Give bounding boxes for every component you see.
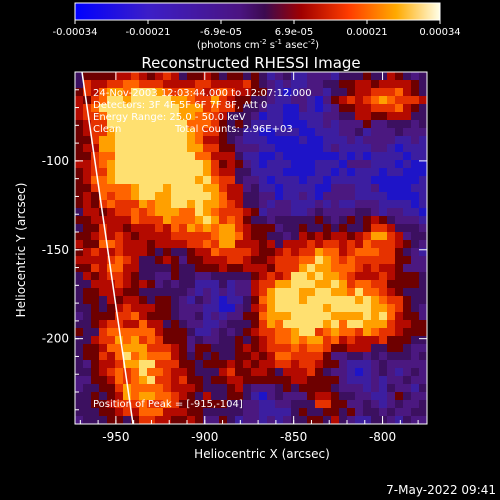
annotation-method: Clean xyxy=(93,124,121,135)
x-axis-label: Heliocentric X (arcsec) xyxy=(194,447,330,461)
axes: -950 -900 -850 -800 -100 -150 -200 xyxy=(42,72,427,444)
footer-date: 7-May-2022 09:41 xyxy=(386,483,496,497)
colorbar-units: (photons cm-2 s-1 asec-2) xyxy=(197,38,319,51)
annotations: 24-Nov-2003 12:03:44.000 to 12:07:12.000… xyxy=(93,88,312,410)
y-tick-label: -100 xyxy=(42,154,69,168)
plot-frame xyxy=(74,71,428,425)
colorbar-tick-label: -0.00034 xyxy=(53,27,98,38)
colorbar-tick-label: 0.00021 xyxy=(346,27,387,38)
annotation-energy: Energy Range: 25.0 - 50.0 keV xyxy=(93,112,246,123)
colorbar-tick-label: 6.9e-05 xyxy=(275,27,313,38)
y-tick-label: -150 xyxy=(42,243,69,257)
annotation-counts: Total Counts: 2.96E+03 xyxy=(174,124,293,135)
plot-title: Reconstructed RHESSI Image xyxy=(141,54,360,72)
image-pixels xyxy=(75,72,427,424)
colorbar-gradient xyxy=(74,2,441,21)
y-axis-label: Heliocentric Y (arcsec) xyxy=(14,183,28,318)
image-area xyxy=(75,72,427,424)
x-tick-label: -900 xyxy=(191,430,218,444)
annotation-peak: Position of Peak = [-915,-104] xyxy=(93,399,243,410)
x-tick-label: -950 xyxy=(102,430,129,444)
colorbar: -0.00034 -0.00021 -6.9e-05 6.9e-05 0.00021 0.… xyxy=(53,2,461,51)
solar-limb-line xyxy=(81,72,134,424)
annotation-detectors: Detectors: 3F 4F 5F 6F 7F 8F, Att 0 xyxy=(93,100,267,111)
colorbar-tick-label: 0.00034 xyxy=(419,27,460,38)
x-tick-label: -800 xyxy=(369,430,396,444)
colorbar-tick-label: -0.00021 xyxy=(126,27,171,38)
annotation-time: 24-Nov-2003 12:03:44.000 to 12:07:12.000 xyxy=(93,88,312,99)
colorbar-tick-label: -6.9e-05 xyxy=(200,27,242,38)
x-tick-label: -850 xyxy=(280,430,307,444)
colorbar-ticks: -0.00034 -0.00021 -6.9e-05 6.9e-05 0.00021 0.… xyxy=(53,20,461,38)
y-tick-label: -200 xyxy=(42,332,69,346)
